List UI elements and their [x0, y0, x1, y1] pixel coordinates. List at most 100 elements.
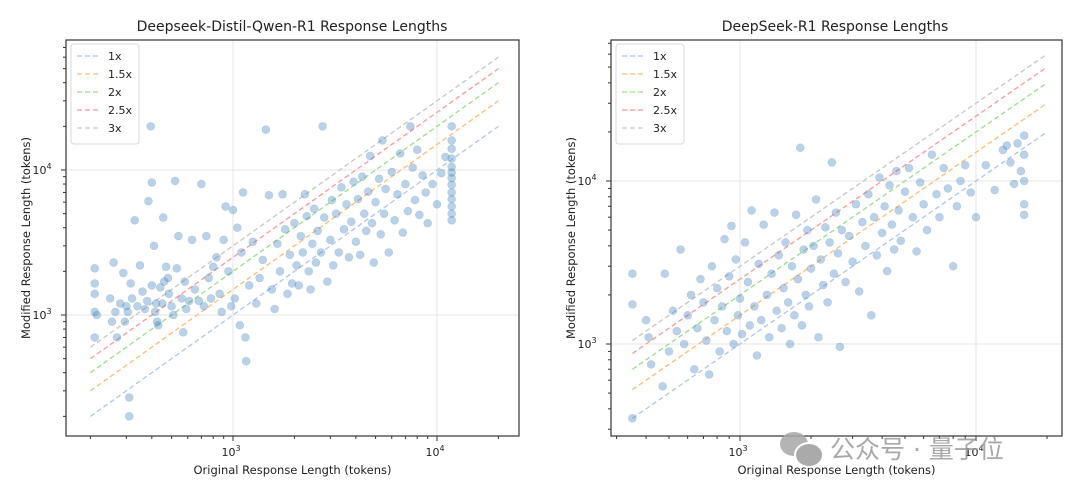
- data-point: [887, 220, 897, 229]
- data-point: [235, 320, 245, 330]
- data-point: [115, 299, 125, 308]
- data-point: [1016, 166, 1026, 176]
- legend-box: [615, 43, 685, 145]
- data-point: [686, 290, 696, 300]
- data-point: [823, 298, 832, 307]
- data-point: [628, 300, 637, 309]
- data-point: [237, 248, 246, 257]
- data-point: [123, 307, 133, 317]
- data-point: [157, 299, 167, 308]
- data-point: [660, 269, 670, 278]
- data-point: [646, 360, 656, 369]
- data-point: [127, 294, 137, 303]
- data-point: [142, 296, 152, 306]
- data-point: [428, 179, 437, 189]
- axis-ticks: 103 104 103 104: [577, 42, 1048, 459]
- data-point: [363, 187, 373, 196]
- data-point: [244, 281, 254, 290]
- data-point: [285, 250, 295, 260]
- data-point: [835, 342, 845, 352]
- legend: 1x 1.5x 2x 2.5x 3x: [615, 43, 685, 145]
- data-point: [224, 267, 233, 276]
- data-point: [1019, 131, 1029, 140]
- data-point: [447, 162, 456, 172]
- data-point: [628, 269, 637, 278]
- data-point: [803, 225, 812, 235]
- data-point: [948, 261, 958, 271]
- data-point: [715, 347, 724, 356]
- data-point: [752, 351, 762, 360]
- data-point: [702, 336, 711, 345]
- data-point: [743, 277, 753, 287]
- data-point: [283, 289, 292, 299]
- data-point: [904, 163, 914, 173]
- data-point: [1019, 176, 1029, 186]
- panel-left: Deepseek-Distil-Qwen-R1 Response Lengths…: [19, 19, 520, 477]
- scatter-points: [628, 131, 1029, 423]
- data-point: [147, 281, 157, 290]
- grid: [66, 40, 519, 436]
- data-point: [342, 200, 351, 209]
- data-point: [770, 208, 779, 217]
- data-point: [241, 333, 250, 342]
- data-point: [296, 231, 306, 241]
- data-point: [371, 197, 380, 207]
- data-point: [275, 267, 285, 276]
- data-point: [90, 307, 100, 317]
- data-point: [837, 225, 847, 235]
- data-point: [344, 252, 354, 262]
- data-point: [149, 241, 159, 251]
- data-point: [361, 226, 371, 236]
- data-point: [864, 189, 873, 199]
- legend-label: 1x: [108, 50, 122, 63]
- data-point: [105, 294, 115, 303]
- data-point: [278, 189, 287, 199]
- data-point: [447, 215, 456, 225]
- data-point: [111, 307, 120, 317]
- data-point: [707, 261, 717, 271]
- data-point: [351, 237, 361, 247]
- data-point: [971, 212, 981, 222]
- data-point: [319, 213, 329, 222]
- data-point: [357, 172, 367, 181]
- data-point: [851, 199, 861, 209]
- wechat-icon: [780, 430, 824, 468]
- x-tick-label: 103: [221, 444, 240, 459]
- data-point: [1019, 150, 1029, 159]
- data-point: [900, 187, 910, 196]
- data-point: [133, 301, 142, 311]
- data-point: [273, 239, 282, 249]
- data-point: [219, 235, 228, 245]
- reference-lines: [90, 56, 499, 417]
- data-point: [952, 201, 962, 211]
- data-point: [124, 393, 134, 402]
- data-point: [202, 231, 211, 241]
- chart-title: Deepseek-Distil-Qwen-R1 Response Lengths: [137, 19, 448, 35]
- watermark-text: 公众号 · 量子位: [830, 435, 1004, 464]
- legend-label: 1x: [653, 50, 667, 63]
- data-point: [704, 370, 714, 379]
- data-point: [811, 195, 821, 204]
- data-point: [696, 274, 705, 284]
- data-point: [644, 332, 653, 342]
- data-point: [316, 248, 326, 257]
- data-point: [756, 315, 766, 325]
- data-point: [308, 239, 317, 249]
- data-point: [447, 136, 456, 145]
- data-point: [146, 122, 156, 131]
- data-point: [915, 178, 925, 187]
- data-point: [147, 178, 157, 187]
- data-point: [144, 196, 153, 206]
- data-point: [1009, 179, 1019, 189]
- data-point: [180, 277, 190, 286]
- data-point: [406, 122, 415, 131]
- data-point: [724, 272, 734, 281]
- data-point: [230, 294, 240, 303]
- panel-right: DeepSeek-R1 Response Lengths 103 10410310…: [564, 19, 1063, 477]
- data-point: [107, 317, 117, 326]
- data-point: [892, 166, 901, 176]
- data-point: [300, 189, 310, 199]
- data-point: [304, 267, 313, 276]
- data-point: [194, 296, 204, 306]
- data-point: [206, 294, 216, 303]
